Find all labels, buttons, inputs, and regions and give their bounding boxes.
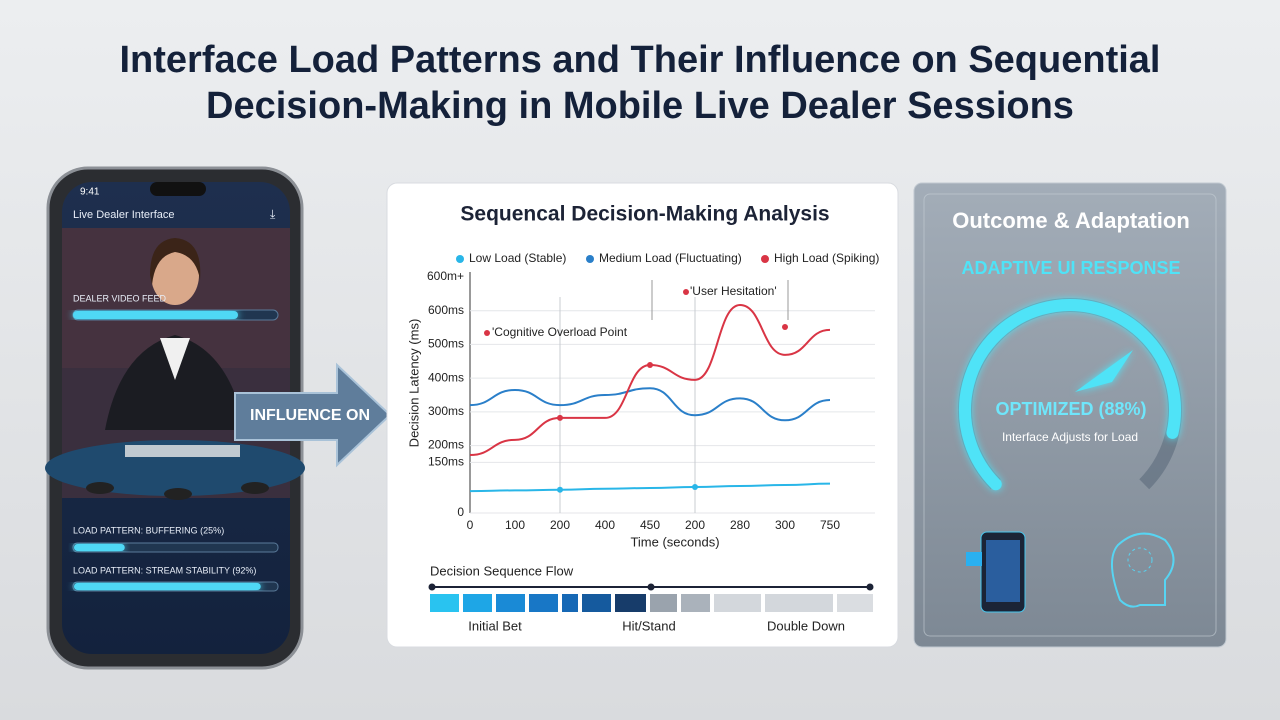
y-tick-label: 150ms — [428, 455, 464, 469]
flow-node — [866, 583, 874, 591]
point — [557, 486, 563, 493]
flow-segment — [463, 594, 492, 612]
play-icon — [966, 552, 982, 566]
legend-marker — [586, 255, 594, 263]
flow-segment — [615, 594, 646, 612]
chip — [241, 482, 269, 494]
load-bar — [74, 544, 125, 551]
flow-node — [428, 583, 436, 591]
status-time: 9:41 — [80, 187, 100, 198]
annotation: 'User Hesitation' — [690, 284, 777, 298]
load-bar — [74, 583, 261, 590]
outcome-title: Outcome & Adaptation — [952, 208, 1190, 233]
annotation: 'Cognitive Overload Point — [492, 325, 628, 339]
y-tick-label: 200ms — [428, 438, 464, 452]
chip — [86, 482, 114, 494]
phone-header: Live Dealer Interface — [73, 209, 175, 221]
brain-icon — [1111, 532, 1175, 608]
flow-segment — [430, 594, 459, 612]
flow-segment — [837, 594, 873, 612]
stability-label: LOAD PATTERN: STREAM STABILITY (92%) — [73, 565, 256, 575]
series-line — [469, 387, 831, 422]
point — [692, 484, 698, 491]
flow-node — [647, 583, 655, 591]
flow-title: Decision Sequence Flow — [430, 563, 574, 578]
flow-step: Double Down — [767, 618, 845, 633]
panel-border — [923, 193, 1217, 637]
flow-step: Hit/Stand — [622, 618, 675, 633]
phone-icon-screen — [986, 540, 1020, 602]
gauge-needle — [1075, 350, 1133, 392]
x-tick-label: 200 — [685, 518, 705, 532]
y-tick-label: 500ms — [428, 337, 464, 351]
flow-segment — [765, 594, 833, 612]
flow-segment — [562, 594, 578, 612]
arrow-label: INFLUENCE ON — [250, 407, 370, 424]
chart-card — [386, 182, 899, 648]
x-tick-label: 0 — [467, 518, 474, 532]
buffering-label: LOAD PATTERN: BUFFERING (25%) — [73, 525, 224, 535]
page-title: Decision-Making in Mobile Live Dealer Se… — [206, 85, 1074, 127]
y-tick-label: 0 — [457, 505, 464, 519]
flow-segment — [529, 594, 558, 612]
flow-segment — [650, 594, 677, 612]
y-axis-label: Decision Latency (ms) — [406, 319, 421, 448]
x-tick-label: 200 — [550, 518, 570, 532]
flow-segment — [582, 594, 611, 612]
share-icon[interactable]: ⤓ — [270, 207, 276, 221]
dealer-body — [105, 335, 245, 430]
x-tick-label: 300 — [775, 518, 795, 532]
annotation-dot — [782, 324, 788, 330]
y-tick-label: 400ms — [428, 370, 464, 384]
point — [557, 414, 563, 421]
dealer-hair — [150, 238, 201, 285]
legend-marker — [456, 255, 464, 263]
flow-segment — [714, 594, 761, 612]
chart-title: Sequencal Decision-Making Analysis — [460, 203, 829, 226]
x-tick-label: 400 — [595, 518, 615, 532]
phone-notch — [150, 182, 206, 196]
dealer-shirt — [160, 338, 190, 380]
x-tick-label: 450 — [640, 518, 660, 532]
gauge-caption: Interface Adjusts for Load — [1002, 430, 1138, 444]
annotation-dot — [484, 330, 490, 336]
flow-step: Initial Bet — [468, 618, 522, 633]
y-tick-label: 600ms — [428, 303, 464, 317]
flow-segments — [430, 594, 873, 612]
influence-arrow — [234, 362, 392, 468]
x-tick-label: 750 — [820, 518, 840, 532]
gauge-arc — [959, 299, 1181, 491]
legend-label: Medium Load (Fluctuating) — [599, 251, 742, 265]
x-axis-label: Time (seconds) — [630, 534, 719, 549]
feed-bar — [73, 311, 238, 319]
x-tick-label: 100 — [505, 518, 525, 532]
y-tick-label: 300ms — [428, 404, 464, 418]
legend-label: Low Load (Stable) — [469, 251, 566, 265]
buffering-track — [72, 542, 279, 553]
dealer-face — [151, 245, 199, 305]
feed-label: DEALER VIDEO FEED — [73, 293, 167, 303]
series-line — [469, 482, 831, 493]
outcome-subtitle: ADAPTIVE UI RESPONSE — [961, 258, 1180, 278]
brain-network — [1127, 547, 1153, 573]
flow-segment — [681, 594, 710, 612]
flow-segment — [496, 594, 525, 612]
chip — [164, 488, 192, 500]
legend-marker — [761, 255, 769, 263]
gauge-label: OPTIMIZED (88%) — [995, 399, 1146, 419]
annotation-dot — [683, 289, 689, 295]
cards — [125, 445, 240, 457]
y-top-label: 600m+ — [427, 269, 464, 283]
series-line — [469, 303, 831, 457]
page-title: Interface Load Patterns and Their Influe… — [120, 39, 1161, 81]
outcome-panel — [913, 182, 1227, 648]
point — [647, 361, 653, 368]
x-tick-label: 280 — [730, 518, 750, 532]
legend-label: High Load (Spiking) — [774, 251, 879, 265]
